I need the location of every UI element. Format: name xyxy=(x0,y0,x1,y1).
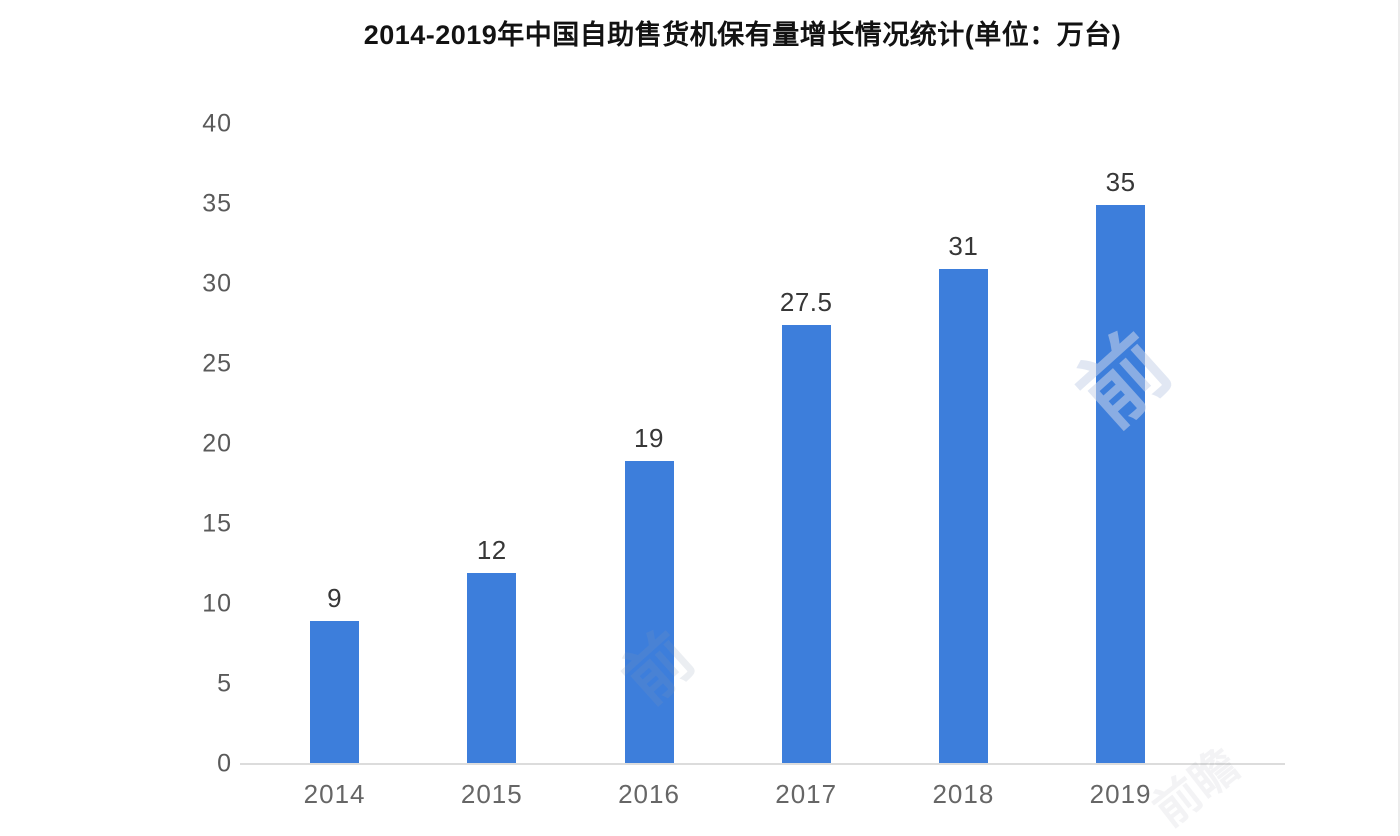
bar-value-label: 35 xyxy=(1105,167,1136,197)
x-tick-label: 2019 xyxy=(1089,779,1152,809)
bar-2017 xyxy=(781,325,831,765)
bar-value-label: 12 xyxy=(476,535,507,565)
bar-value-label: 27.5 xyxy=(779,287,833,317)
y-tick-label: 25 xyxy=(202,349,232,378)
y-tick-label: 35 xyxy=(202,189,232,218)
bar-2018 xyxy=(938,269,988,765)
y-tick-label: 10 xyxy=(202,589,232,618)
x-tick-label: 2017 xyxy=(775,779,838,809)
bar-value-label: 31 xyxy=(948,231,979,261)
y-tick-label: 20 xyxy=(202,429,232,458)
y-tick-label: 15 xyxy=(202,509,232,538)
bar-2016 xyxy=(624,461,674,765)
y-tick-label: 0 xyxy=(217,749,232,778)
y-tick-label: 5 xyxy=(217,669,232,698)
x-tick-label: 2015 xyxy=(460,779,523,809)
chart-title: 2014-2019年中国自助售货机保有量增长情况统计(单位：万台) xyxy=(363,20,1122,50)
bar-2015 xyxy=(467,573,517,765)
x-tick-label: 2018 xyxy=(932,779,995,809)
x-tick-label: 2014 xyxy=(303,779,366,809)
bar-value-label: 19 xyxy=(634,423,664,453)
y-tick-label: 40 xyxy=(202,109,232,138)
bar-value-label: 9 xyxy=(327,583,343,613)
x-axis-line xyxy=(240,763,1285,765)
bar-2014 xyxy=(310,621,360,765)
y-tick-label: 30 xyxy=(202,269,232,298)
x-tick-label: 2016 xyxy=(618,779,680,809)
bar-2019 xyxy=(1096,205,1146,765)
